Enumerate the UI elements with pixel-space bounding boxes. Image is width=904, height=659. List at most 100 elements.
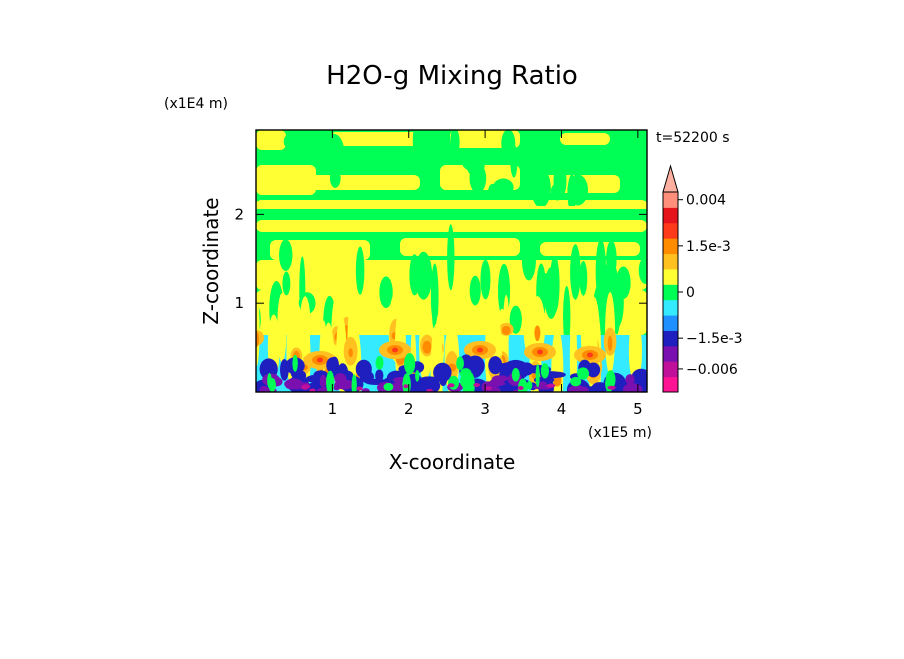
field-patch-yellow — [330, 132, 420, 146]
x-tick-label: 2 — [404, 400, 414, 418]
field-plume-core — [256, 331, 260, 347]
field-surface-magenta — [403, 384, 409, 389]
field-surface-green — [535, 364, 540, 388]
field-patch-green — [480, 259, 491, 300]
field-surface-magenta — [356, 386, 363, 391]
field-surface-green — [570, 376, 582, 387]
field-surface-green — [577, 367, 590, 380]
field-surface-blue — [355, 359, 372, 379]
field-patch-green — [469, 163, 487, 194]
field-patch-green — [279, 239, 293, 271]
field-surface-purple — [334, 379, 355, 390]
field-surface-purple — [361, 388, 370, 392]
field-surface-green — [605, 374, 614, 392]
field-surface-green — [415, 370, 420, 382]
field-patch-green — [636, 143, 647, 178]
field-patch-green — [597, 268, 608, 320]
field-patch-yellow — [400, 238, 520, 256]
field-surface-purple — [625, 374, 635, 385]
field-patch-green — [638, 256, 647, 285]
field-surface-purple — [490, 385, 499, 392]
field-plume-core — [501, 325, 511, 336]
colorbar-segment — [663, 345, 678, 362]
field-patch-green — [379, 276, 393, 309]
x-tick-label: 1 — [328, 400, 338, 418]
field-core — [317, 357, 323, 363]
y-axis-title: Z-coordinate — [199, 197, 223, 324]
field-plume-core — [534, 325, 541, 342]
plot-frame — [255, 129, 648, 393]
field-plume — [628, 317, 642, 385]
field-surface-purple — [622, 383, 643, 392]
field-patch-green — [563, 285, 571, 347]
field-patch-green — [492, 178, 514, 197]
field-surface-purple — [496, 375, 509, 382]
field-surface-magenta — [473, 383, 481, 388]
field-patch-green — [544, 130, 555, 151]
colorbar-label: −1.5e-3 — [686, 331, 743, 347]
field-surface-blue — [406, 383, 432, 391]
field-patch-green — [624, 169, 641, 198]
mixing-ratio-field — [256, 130, 647, 392]
field-patch-green — [469, 275, 481, 306]
field-surface-magenta — [447, 383, 455, 388]
field-patch-green — [447, 224, 455, 291]
field-patch-yellow — [270, 240, 370, 260]
field-surface-green — [267, 372, 272, 389]
colorbar-segment — [663, 299, 678, 316]
field-patch-green — [616, 266, 631, 300]
field-surface-magenta — [309, 388, 316, 392]
y-tick-label: 1 — [234, 294, 244, 312]
field-patch-yellow — [560, 133, 610, 145]
x-axis: 1 2 3 4 5 — [328, 130, 643, 418]
field-surface-purple — [538, 381, 547, 386]
y-axis: 12 — [234, 205, 647, 312]
field-surface-blue — [375, 369, 384, 382]
field-patch-green — [414, 251, 433, 300]
field-surface-green — [511, 368, 520, 382]
field-surface-green — [448, 375, 460, 390]
field-surface-blue — [465, 358, 485, 372]
field-patch-green — [510, 143, 518, 178]
x-tick-label: 4 — [557, 400, 567, 418]
field-patch-green — [385, 146, 400, 173]
colorbar-segment — [663, 253, 678, 270]
time-label: t=52200 s — [656, 130, 730, 146]
x-tick-label: 5 — [633, 400, 643, 418]
field-surface-blue — [518, 362, 535, 376]
field-patch-yellow — [256, 165, 316, 195]
field-plume — [569, 313, 578, 392]
colorbar: 0.004 1.5e-3 0 −1.5e-3 −0.006 — [662, 164, 743, 393]
field-surface-blue — [488, 356, 503, 375]
field-surface-blue — [438, 371, 448, 387]
field-surface-green — [466, 372, 475, 392]
field-patch-green — [567, 174, 577, 213]
colorbar-segment — [663, 284, 678, 301]
chart-title: H2O-g Mixing Ratio — [326, 61, 578, 91]
colorbar-label: −0.006 — [686, 362, 738, 378]
field-patch-green — [553, 162, 567, 199]
field-surface-green — [456, 356, 464, 371]
field-patch-green — [538, 273, 553, 306]
field-surface-green — [526, 380, 533, 390]
colorbar-segment — [663, 376, 678, 393]
field-surface-purple — [567, 385, 586, 392]
field-patch-green — [430, 263, 439, 330]
field-patch-yellow — [540, 242, 640, 256]
field-surface-magenta — [607, 385, 616, 390]
colorbar-extend-arrow — [662, 164, 679, 193]
field-patch-green — [416, 144, 438, 184]
field-core — [587, 352, 593, 358]
field-surface-purple — [389, 384, 406, 392]
field-surface-blue — [547, 371, 566, 378]
colorbar-label: 0 — [686, 285, 695, 301]
field-patch-green — [531, 168, 551, 208]
field-surface-green — [383, 382, 394, 391]
field-core — [392, 347, 398, 353]
field-surface-purple — [319, 374, 327, 388]
field-surface-green — [351, 374, 357, 392]
field-patch-green — [317, 130, 328, 155]
colorbar-label: 1.5e-3 — [686, 239, 731, 255]
x-axis-title: X-coordinate — [389, 450, 516, 474]
